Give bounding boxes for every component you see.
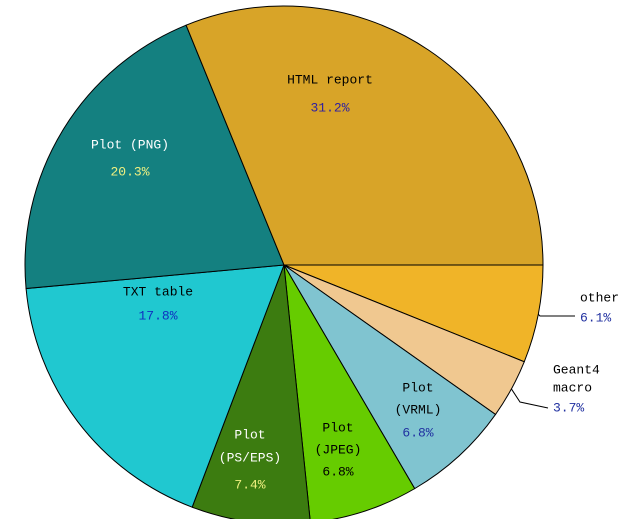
pie-slice <box>283 264 416 519</box>
slice-value-label: 6.8% <box>402 425 433 440</box>
slice-label: (PS/EPS) <box>219 450 281 465</box>
slice-value-label: 20.3% <box>110 164 149 179</box>
slice-value-label: 17.8% <box>138 308 177 323</box>
pie-slice <box>185 5 544 266</box>
slice-value-label: 6.1% <box>580 310 611 325</box>
slice-value-label: 31.2% <box>310 100 349 115</box>
slice-label: Geant4 <box>553 362 600 377</box>
pie-slice <box>191 264 311 519</box>
leader-line <box>537 313 575 317</box>
pie-slice <box>25 264 285 508</box>
slice-value-label: 7.4% <box>234 477 265 492</box>
slice-label: Plot (PNG) <box>91 137 169 152</box>
slice-label: Plot <box>322 420 353 435</box>
pie-slice <box>283 264 497 490</box>
slice-label: HTML report <box>287 72 373 87</box>
slice-label: TXT table <box>123 284 193 299</box>
leader-line <box>510 388 549 409</box>
pie-slice <box>24 24 285 290</box>
slice-label: (JPEG) <box>315 442 362 457</box>
slice-label: Plot <box>402 380 433 395</box>
slice-value-label: 6.8% <box>322 464 353 479</box>
slice-value-label: 3.7% <box>553 400 584 415</box>
slice-label: Plot <box>234 427 265 442</box>
slice-label: (VRML) <box>395 402 442 417</box>
slice-label: other <box>580 290 619 305</box>
slice-label: macro <box>553 380 592 395</box>
